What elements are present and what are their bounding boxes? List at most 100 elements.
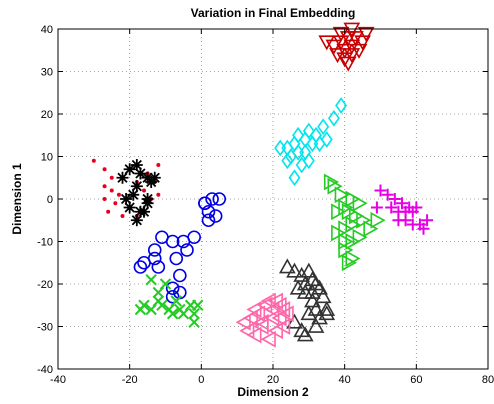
triangle-down-point xyxy=(336,43,354,59)
triangle-right-point xyxy=(323,173,339,191)
circle-point xyxy=(147,251,162,266)
triangle-up-point xyxy=(293,266,311,282)
diamond-point xyxy=(281,152,294,170)
triangle-up-point xyxy=(307,300,325,316)
triangle-up-point xyxy=(304,283,321,299)
triangle-right-point xyxy=(352,194,368,212)
plus-point xyxy=(403,201,416,214)
dot-point xyxy=(102,184,107,189)
triangle-down-point xyxy=(347,31,364,47)
y-tick-label: 30 xyxy=(41,67,53,79)
triangle-left-point xyxy=(260,292,276,310)
circle-point xyxy=(151,260,166,274)
triangle-down-point xyxy=(343,22,361,38)
triangle-right-point xyxy=(327,177,343,195)
circle-point xyxy=(208,209,223,223)
grid xyxy=(58,29,488,369)
x-tick-label: 0 xyxy=(198,374,204,386)
triangle-left-point xyxy=(264,309,280,327)
plus-point xyxy=(396,197,408,210)
asterisk-point xyxy=(145,176,158,188)
diamond-point xyxy=(288,169,301,187)
triangle-right-point xyxy=(334,186,350,204)
x-axis-label: Dimension 2 xyxy=(237,385,309,399)
triangle-down-point xyxy=(329,48,346,64)
plus-point xyxy=(370,201,383,214)
asterisk-point xyxy=(141,193,154,205)
diamond-point xyxy=(302,122,315,140)
triangle-right-point xyxy=(363,220,379,238)
triangle-right-point xyxy=(356,211,372,229)
x-point xyxy=(159,278,172,290)
triangle-up-point xyxy=(286,313,303,329)
circle-point xyxy=(133,260,148,274)
circle-point xyxy=(201,204,216,219)
plus-point xyxy=(417,222,430,235)
asterisk-point xyxy=(130,159,143,171)
triangle-up-point xyxy=(286,262,303,278)
triangle-down-point xyxy=(354,35,371,51)
triangle-up-point xyxy=(296,275,314,291)
dot-point xyxy=(120,214,125,218)
dot-point xyxy=(156,192,161,197)
triangle-right-point xyxy=(349,207,365,225)
triangle-left-point xyxy=(242,309,258,327)
asterisk-point xyxy=(116,171,129,184)
y-tick-label: -20 xyxy=(37,279,53,291)
plus-point xyxy=(399,214,412,227)
dot-point xyxy=(106,209,111,214)
x-tick-label: 20 xyxy=(267,374,279,386)
plus-point xyxy=(388,193,401,205)
triangle-left-point xyxy=(271,309,287,327)
y-tick-label: -40 xyxy=(37,364,53,376)
dot-point xyxy=(116,192,121,197)
axis-ticks: -40 -20 0 20 40 60 80 -40 -30 -20 -10 0 10 20 30 40 xyxy=(37,24,494,386)
circle-point xyxy=(187,230,201,245)
dot-point xyxy=(91,158,96,163)
triangle-up-point xyxy=(318,305,336,321)
diamond-point xyxy=(295,156,308,174)
x-point xyxy=(188,308,200,320)
triangle-right-point xyxy=(345,190,361,208)
y-tick-label: -10 xyxy=(37,237,53,249)
plus-point xyxy=(385,201,398,214)
triangle-down-point xyxy=(339,56,357,72)
y-tick-label: 0 xyxy=(47,194,53,206)
diamond-point xyxy=(317,118,330,136)
triangle-right-point xyxy=(352,228,368,246)
triangle-left-point xyxy=(235,313,251,331)
triangle-down-point xyxy=(325,39,343,55)
asterisk-point xyxy=(120,193,133,205)
triangle-left-point xyxy=(246,326,262,344)
asterisk-point xyxy=(130,180,143,193)
x-tick-label: 80 xyxy=(482,374,494,386)
triangle-up-point xyxy=(307,275,325,291)
chart-title: Variation in Final Embedding xyxy=(191,6,356,20)
triangle-down-point xyxy=(357,26,375,42)
asterisk-point xyxy=(127,188,140,201)
diamond-point xyxy=(335,97,348,114)
triangle-right-point xyxy=(341,254,357,272)
x-tick-label: 60 xyxy=(410,374,422,386)
triangle-left-point xyxy=(275,318,291,335)
circle-point xyxy=(165,234,180,249)
triangle-down-point xyxy=(336,52,354,68)
circle-point xyxy=(169,251,184,266)
triangle-left-point xyxy=(278,305,294,323)
x-point xyxy=(192,299,204,311)
triangle-left-point xyxy=(267,322,283,340)
dot-point xyxy=(102,197,107,201)
x-point xyxy=(134,303,147,316)
diamond-point xyxy=(327,109,340,127)
dot-point xyxy=(142,188,146,193)
triangle-left-point xyxy=(260,330,276,348)
dot-point xyxy=(156,163,161,167)
asterisk-point xyxy=(138,205,150,218)
triangle-down-point xyxy=(332,35,350,51)
triangle-up-point xyxy=(300,262,318,278)
circle-point xyxy=(147,243,162,257)
triangle-right-point xyxy=(338,220,354,238)
triangle-up-point xyxy=(293,322,311,338)
circle-point xyxy=(165,281,180,296)
